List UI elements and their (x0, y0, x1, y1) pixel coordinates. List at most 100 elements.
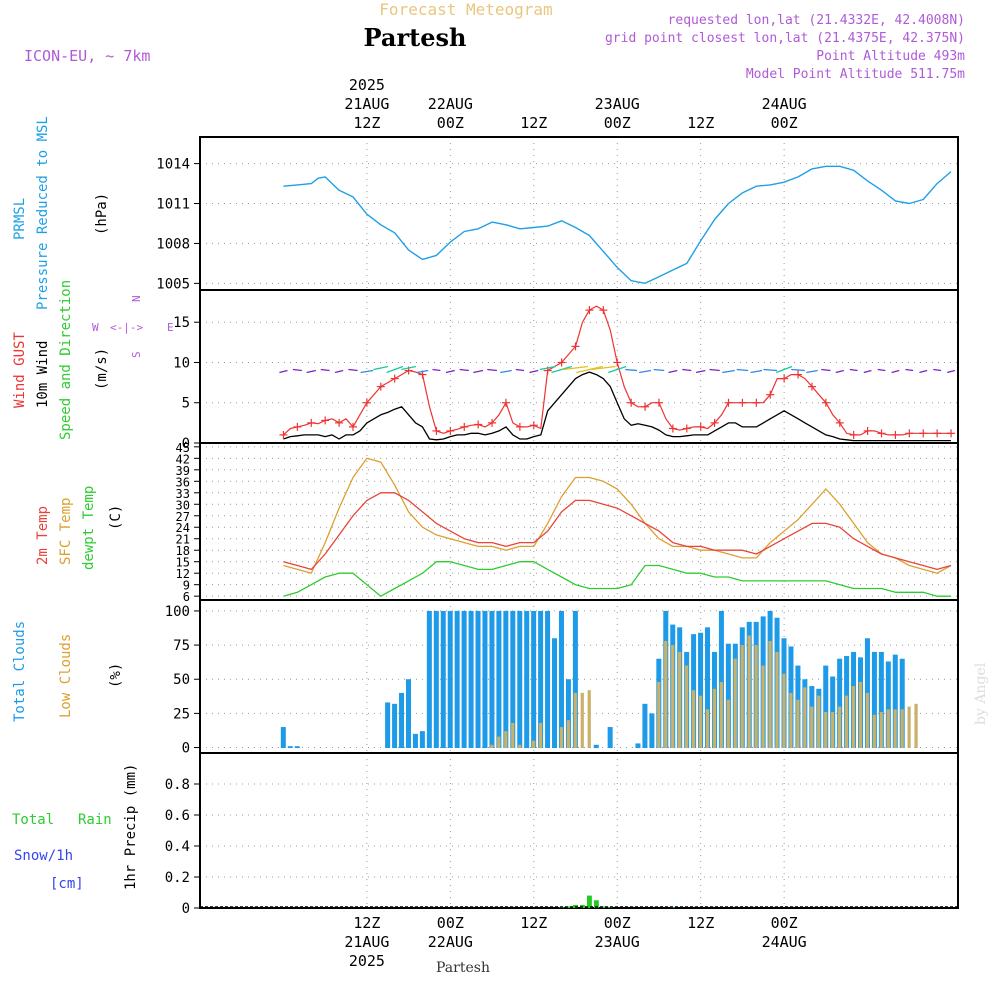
wind-tick-label: 15 (173, 315, 190, 331)
total-cloud-bar (545, 611, 550, 748)
precip-unit: 1hr Precip (mm) (123, 764, 139, 890)
precip-tick-label: 0.4 (165, 839, 190, 855)
wind-direction-arrow (751, 371, 762, 373)
low-cloud-bar (880, 712, 883, 748)
gust-label: Wind GUST (12, 332, 28, 408)
low-cloud-bar (838, 707, 841, 748)
total-cloud-bar (552, 638, 557, 748)
low-cloud-bar (914, 704, 917, 748)
pressure-unit: (hPa) (94, 193, 110, 235)
gust-point-marker (905, 429, 913, 437)
total-cloud-bar (441, 611, 446, 748)
total-cloud-bar (476, 611, 481, 748)
point-altitude: Point Altitude 493m (816, 49, 965, 64)
pressure-tick-label: 1011 (156, 197, 190, 213)
time-tick-label: 00Z (771, 114, 798, 132)
low-cloud-bar (588, 690, 591, 748)
pressure-tick-label: 1014 (156, 157, 190, 173)
total-cloud-bar (531, 611, 536, 748)
gust-point-marker (613, 358, 621, 366)
low-cloud-bar (685, 666, 688, 748)
low-cloud-bar (532, 741, 535, 748)
pressure-msl-label: Pressure Reduced to MSL (35, 116, 51, 310)
total-cloud-bar (642, 704, 647, 748)
gust-point-marker (307, 419, 315, 427)
total-cloud-bar (635, 743, 640, 748)
bottom-time-axis: 12Z21AUG202500Z22AUG12Z 00Z23AUG12Z 00Z24A… (344, 914, 806, 970)
total-cloud-bar (427, 611, 432, 748)
low-cloud-bar (796, 700, 799, 748)
time-tick-label: 12Z (353, 914, 380, 932)
time-tick: 24AUG00Z (762, 95, 807, 132)
time-tick-label: 12Z (520, 114, 547, 132)
time-tick-label: 12Z (687, 114, 714, 132)
total-cloud-bar (392, 704, 397, 748)
time-tick-label: 24AUG (762, 95, 807, 113)
gust-point-marker (460, 423, 468, 431)
precip-frame (200, 753, 958, 908)
panels: 1005100810111014051015691215182124273033… (156, 137, 958, 917)
low-cloud-bar (845, 696, 848, 748)
low-cloud-bar (692, 690, 695, 748)
low-cloud-bar (755, 645, 758, 748)
low-cloud-bar (775, 652, 778, 748)
low-cloud-bar (567, 720, 570, 748)
compass-south: S (130, 351, 143, 358)
clouds-tick-label: 100 (165, 604, 190, 620)
wind10-label: 10m Wind (35, 341, 51, 408)
gust-point-marker (780, 375, 788, 383)
gust-point-marker (738, 399, 746, 407)
temp-tick-label: 45 (176, 441, 190, 455)
top-time-axis: 202521AUG12Z22AUG00Z 12Z23AUG00Z 12Z24AUG0… (344, 76, 806, 132)
wind-direction-arrow (552, 367, 572, 373)
pressure-series-line (283, 166, 951, 283)
time-tick-label: 12Z (687, 914, 714, 932)
meteogram: Forecast Meteogram Partesh ICON-EU, ~ 7k… (0, 0, 1000, 1000)
wind-direction-arrow (933, 370, 941, 371)
low-cloud-bar (887, 709, 890, 748)
low-cloud-bar (748, 636, 751, 749)
wind-direction-arrow (878, 370, 886, 371)
low-cloud-bar (859, 682, 862, 748)
total-cloud-bar (524, 611, 529, 748)
low-cloud-bar (574, 693, 577, 748)
rain-bar (587, 896, 592, 908)
model-altitude: Model Point Altitude 511.75m (746, 67, 965, 82)
total-cloud-bar (649, 713, 654, 748)
low-cloud-bar (817, 696, 820, 748)
total-cloud-bar (503, 611, 508, 748)
gust-point-marker (725, 399, 733, 407)
gust-point-marker (933, 429, 941, 437)
gust-point-marker (530, 421, 538, 429)
gust-point-marker (697, 423, 705, 431)
gust-point-marker (446, 427, 454, 435)
wind-direction-arrow (487, 370, 497, 371)
temp-panel-labels: 2m Temp SFC Temp dewpt Temp (C) (35, 486, 124, 570)
gust-point-marker (683, 425, 691, 433)
low-cloud-bar (734, 659, 737, 748)
prmsl-label: PRMSL (12, 198, 28, 240)
time-tick-label: 12Z (520, 914, 547, 932)
footer-location: Partesh (436, 960, 490, 976)
low-cloud-bar (511, 723, 514, 748)
total-cloud-bar (420, 731, 425, 748)
time-tick-label: 23AUG (595, 95, 640, 113)
total-cloud-bar (281, 727, 286, 748)
total-cloud-bar (448, 611, 453, 748)
temp-frame (200, 443, 958, 600)
time-tick-label: 23AUG (595, 933, 640, 951)
time-tick: 00Z24AUG (762, 914, 807, 951)
time-tick: 12Z (520, 114, 547, 132)
compass-arrows-h: <-|-> (110, 321, 143, 334)
gust-point-marker (891, 431, 899, 439)
wind-dir-label: Speed and Direction (58, 280, 74, 440)
low-cloud-bar (901, 709, 904, 748)
total-cloud-bar (288, 746, 293, 748)
gust-point-marker (321, 416, 329, 424)
low-cloud-bar (908, 707, 911, 748)
wind-direction-arrow (821, 370, 830, 371)
precip-tick-label: 0 (182, 901, 190, 917)
compass-north: N (130, 295, 143, 302)
low-cloud-bar (727, 700, 730, 748)
